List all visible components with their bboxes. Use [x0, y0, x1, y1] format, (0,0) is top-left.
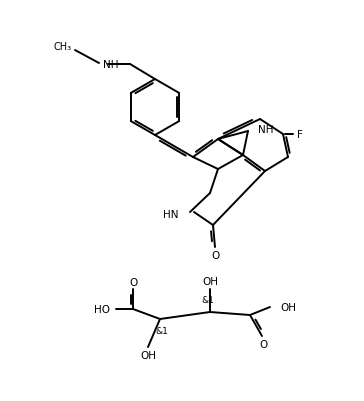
Text: HN: HN	[162, 209, 178, 219]
Text: HO: HO	[94, 304, 110, 314]
Text: &1: &1	[155, 327, 169, 336]
Text: NH: NH	[258, 125, 273, 135]
Text: OH: OH	[202, 276, 218, 286]
Text: OH: OH	[140, 350, 156, 360]
Text: CH₃: CH₃	[54, 42, 72, 52]
Text: O: O	[260, 339, 268, 349]
Text: O: O	[129, 277, 137, 287]
Text: F: F	[297, 130, 303, 140]
Text: OH: OH	[280, 302, 296, 312]
Text: &1: &1	[202, 296, 214, 305]
Text: O: O	[211, 250, 219, 260]
Text: NH: NH	[103, 60, 119, 70]
